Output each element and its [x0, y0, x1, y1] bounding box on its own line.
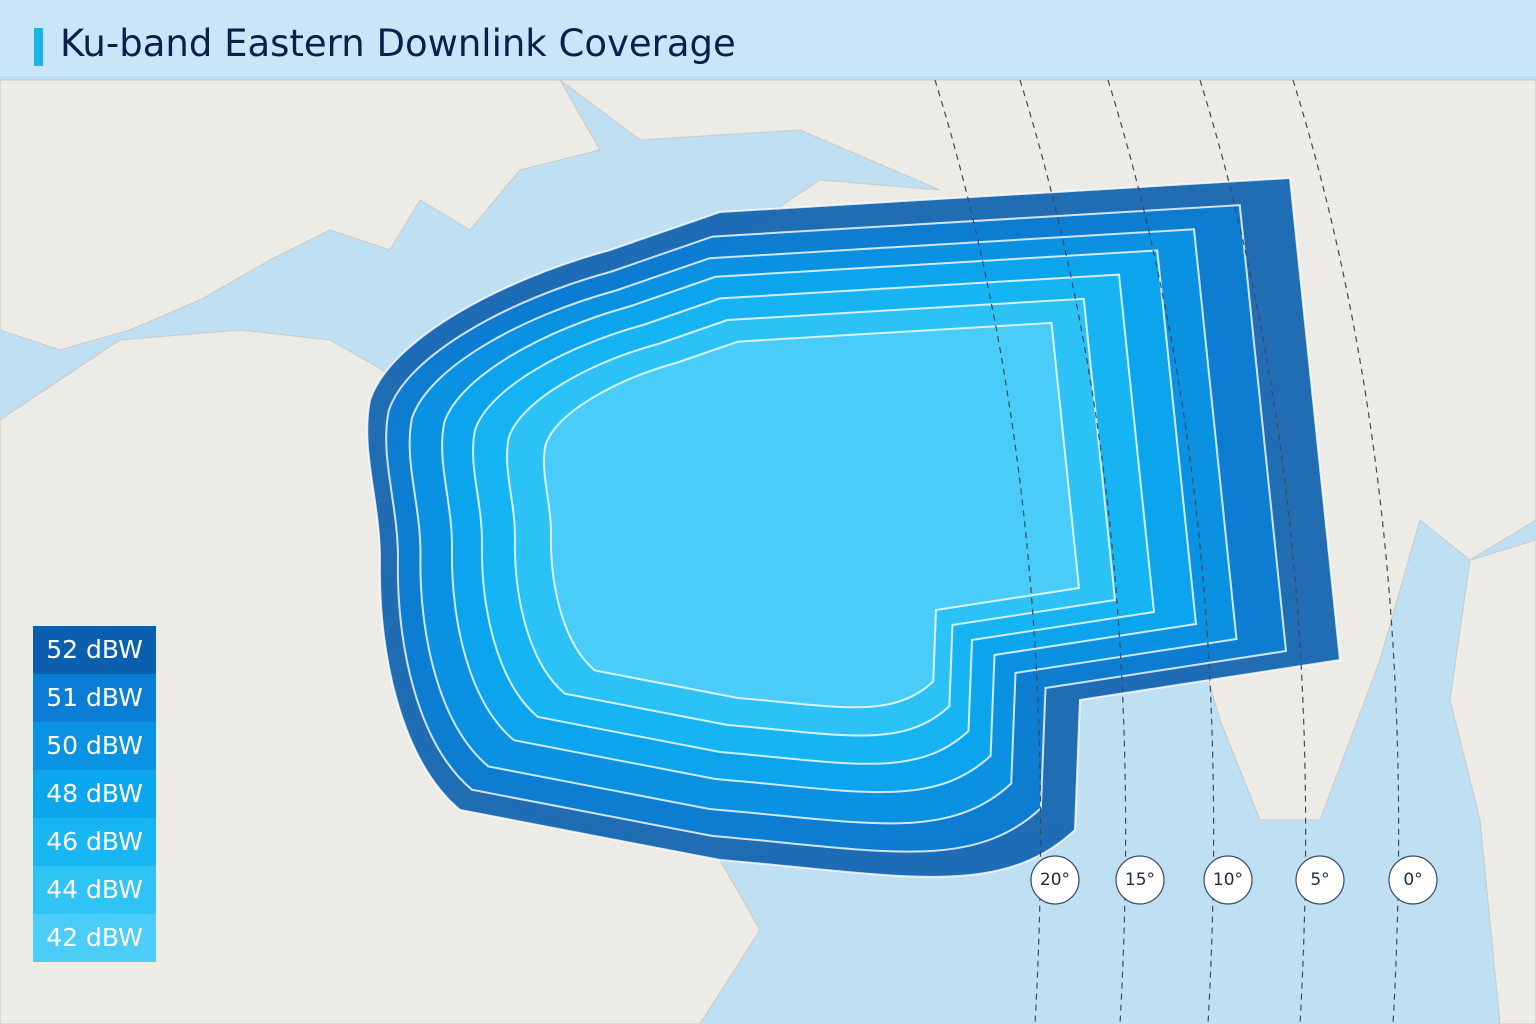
- legend: 52 dBW 51 dBW 50 dBW 48 dBW 46 dBW 44 dBW 42 d…: [33, 626, 156, 962]
- southeast-asia: [1449, 539, 1536, 1024]
- elevation-marker: [1030, 855, 1080, 905]
- coverage-contour: [542, 321, 1081, 709]
- legend-entry: 44 dBW: [33, 866, 156, 914]
- title-accent: [34, 28, 43, 66]
- legend-entry: 46 dBW: [33, 818, 156, 866]
- elevation-label: 15°: [1125, 870, 1155, 890]
- legend-entry: 52 dBW: [33, 626, 156, 674]
- legend-entry: 51 dBW: [33, 674, 156, 722]
- elevation-marker: [1295, 855, 1345, 905]
- elevation-label: 20°: [1040, 870, 1070, 890]
- elevation-label: 10°: [1213, 870, 1243, 890]
- elevation-lines: 20° 15° 10° 5° 0°: [934, 79, 1438, 1024]
- elevation-marker: [1203, 855, 1253, 905]
- coverage: [366, 176, 1342, 878]
- legend-entry: 42 dBW: [33, 914, 156, 962]
- header: Ku-band Eastern Downlink Coverage: [0, 0, 1536, 76]
- elevation-label: 5°: [1310, 870, 1329, 890]
- legend-entry: 50 dBW: [33, 722, 156, 770]
- legend-entry: 48 dBW: [33, 770, 156, 818]
- elevation-marker: [1388, 855, 1438, 905]
- europe: [0, 79, 601, 351]
- elevation-marker: [1115, 855, 1165, 905]
- elevation-label: 0°: [1403, 870, 1422, 890]
- title: Ku-band Eastern Downlink Coverage: [60, 22, 736, 65]
